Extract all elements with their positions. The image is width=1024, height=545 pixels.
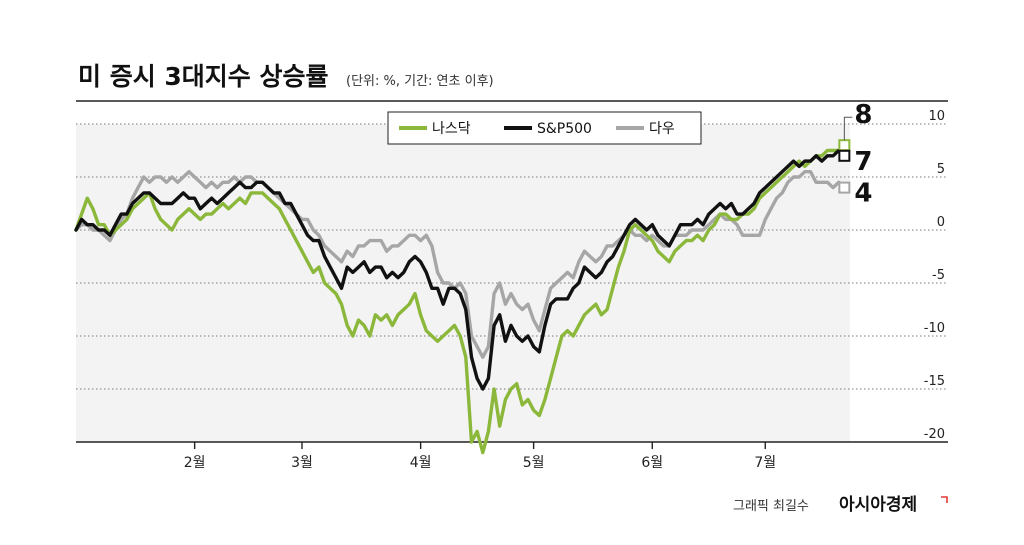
x-axis: 2월 3월 4월 5월 6월 7월 [76, 441, 948, 471]
y-tick-label: -5 [932, 268, 945, 283]
legend-label-nasdaq: 나스닥 [432, 121, 471, 137]
end-marker-nasdaq [838, 139, 851, 152]
y-tick-label: -20 [924, 427, 945, 442]
y-tick-label: 10 [928, 109, 945, 124]
legend: 나스닥 S&P500 다우 [387, 111, 702, 145]
publisher-brand: 아시아경제 [839, 495, 917, 515]
end-marker-sp500 [838, 149, 851, 162]
series-line-sp500 [74, 148, 847, 391]
chart-subtitle: (단위: %, 기간: 연초 이후) [346, 74, 494, 89]
brand-mark-icon [941, 496, 948, 503]
end-value-labels: 8 74 [838, 100, 872, 209]
y-tick-label: -10 [924, 321, 945, 336]
chart-title: 미 증시 3대지수 상승률 [78, 62, 329, 91]
end-label-sp500: 7 [854, 147, 872, 177]
x-tick-label: 3월 [291, 455, 313, 471]
legend-label-sp500: S&P500 [537, 121, 592, 137]
x-tick-label: 6월 [641, 455, 663, 471]
series-line-nasdaq [74, 143, 847, 455]
legend-label-dow: 다우 [649, 121, 675, 137]
y-tick-label: 5 [937, 162, 945, 177]
x-tick-label: 5월 [523, 455, 545, 471]
y-axis: 10 5 0 -5 -10 -15 -20 [924, 109, 945, 442]
graphic-credit: 그래픽 최길수 [733, 499, 809, 514]
y-tick-label: -15 [924, 374, 945, 389]
end-marker-dow [838, 181, 851, 194]
x-tick-label: 7월 [754, 455, 776, 471]
y-tick-label: 0 [937, 215, 945, 230]
end-label-nasdaq: 8 [854, 100, 872, 130]
end-label-leader [843, 116, 853, 141]
series-lines [74, 143, 847, 455]
legend-box [387, 111, 702, 145]
end-label-dow: 4 [854, 179, 872, 209]
x-tick-label: 2월 [184, 455, 206, 471]
x-tick-label: 4월 [410, 455, 432, 471]
